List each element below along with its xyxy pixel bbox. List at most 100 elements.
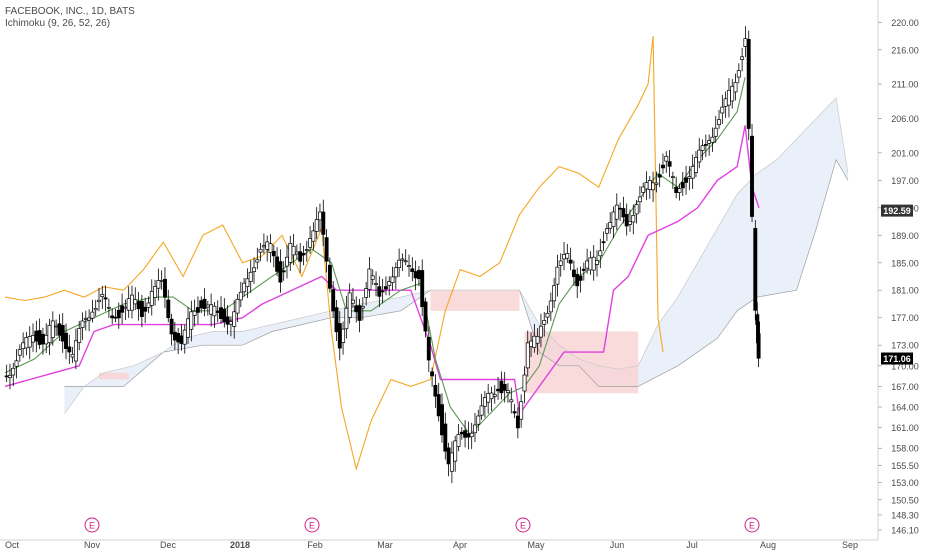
- candle-up: [733, 82, 738, 93]
- candle-down: [410, 268, 415, 272]
- time-tick-label: Jul: [686, 540, 698, 550]
- cloud-bear-area: [524, 331, 639, 394]
- time-tick-label: Dec: [160, 540, 177, 550]
- candle-down: [459, 431, 464, 435]
- price-tick-label: 155.50: [891, 461, 919, 471]
- candle-down: [331, 289, 336, 312]
- candle-up: [529, 340, 534, 347]
- earnings-marker: [515, 517, 531, 533]
- candle-up: [726, 89, 731, 106]
- candle-down: [195, 307, 200, 313]
- candle-up: [93, 308, 98, 311]
- price-tick-label: 158.00: [891, 444, 919, 454]
- candle-up: [506, 390, 510, 393]
- candle-down: [512, 411, 517, 414]
- candle-up: [31, 335, 35, 343]
- candle-up: [631, 215, 636, 223]
- candle-up: [390, 276, 395, 283]
- earnings-marker-label: E: [749, 521, 755, 531]
- candle-up: [192, 310, 197, 316]
- candle-down: [222, 308, 227, 323]
- candle-up: [407, 265, 411, 267]
- candle-down: [446, 447, 451, 465]
- time-tick-label: Aug: [760, 540, 776, 550]
- last-price-label-bg: [881, 352, 913, 365]
- candle-up: [482, 397, 487, 407]
- candle-up: [242, 282, 247, 293]
- candle-up: [189, 311, 194, 330]
- candle-down: [321, 211, 326, 235]
- candle-up: [351, 299, 355, 304]
- candle-down: [430, 371, 435, 377]
- candle-down: [113, 316, 118, 319]
- candle-down: [443, 423, 448, 452]
- chart-legend: FACEBOOK, INC., 1D, BATS Ichimoku (9, 26…: [5, 6, 135, 30]
- candle-up: [209, 304, 214, 315]
- lagging-span-line: [4, 35, 664, 471]
- candle-up: [347, 292, 352, 318]
- candle-up: [664, 155, 669, 162]
- candle-down: [624, 214, 629, 227]
- candle-down: [354, 305, 359, 313]
- candle-up: [232, 311, 237, 327]
- candle-down: [281, 270, 286, 273]
- earnings-marker-label: E: [89, 521, 95, 531]
- candle-up: [73, 340, 78, 362]
- candle-up: [258, 248, 263, 253]
- candle-down: [110, 315, 115, 319]
- candle-up: [489, 392, 494, 400]
- candle-down: [383, 286, 388, 290]
- candle-down: [680, 182, 685, 189]
- candle-up: [314, 219, 319, 232]
- candle-down: [578, 275, 583, 281]
- candle-up: [555, 266, 560, 285]
- candle-up: [17, 349, 22, 356]
- candle-up: [598, 250, 603, 257]
- candle-up: [588, 257, 593, 271]
- candle-up: [730, 85, 735, 102]
- ichimoku-cloud: [64, 97, 848, 414]
- candle-up: [558, 260, 563, 266]
- candle-up: [532, 335, 537, 348]
- candle-down: [172, 331, 177, 341]
- candle-up: [311, 230, 316, 242]
- last-price-label: 171.06: [883, 354, 911, 364]
- candle-down: [176, 333, 181, 343]
- candle-up: [146, 302, 151, 308]
- candle-down: [334, 307, 339, 333]
- price-tick-label: 220.00: [891, 18, 919, 28]
- candle-down: [499, 380, 504, 394]
- candle-up: [14, 360, 19, 367]
- candle-down: [433, 384, 438, 397]
- candle-down: [271, 250, 276, 257]
- candle-up: [720, 106, 725, 114]
- candle-down: [324, 237, 329, 262]
- time-tick-label: Jun: [610, 540, 625, 550]
- candle-down: [661, 164, 665, 169]
- candle-up: [77, 328, 82, 343]
- price-tick-label: 211.00: [892, 80, 919, 90]
- candle-down: [202, 298, 207, 309]
- candle-down: [34, 330, 39, 342]
- candle-up: [651, 182, 656, 191]
- candle-up: [492, 394, 497, 397]
- candle-up: [21, 342, 26, 349]
- candle-up: [538, 325, 543, 338]
- price-tick-label: 197.00: [891, 176, 919, 186]
- candle-up: [562, 254, 566, 260]
- candle-down: [4, 375, 9, 378]
- candle-up: [83, 317, 88, 320]
- candle-up: [252, 267, 256, 273]
- cloud-bear-area: [430, 290, 520, 311]
- candle-down: [215, 311, 220, 313]
- candle-up: [318, 211, 322, 221]
- candle-down: [571, 269, 576, 278]
- candle-down: [416, 270, 421, 280]
- candle-up: [100, 294, 105, 297]
- candle-up: [565, 253, 570, 259]
- candle-up: [294, 251, 299, 255]
- candle-up: [47, 324, 52, 344]
- candle-down: [301, 253, 306, 256]
